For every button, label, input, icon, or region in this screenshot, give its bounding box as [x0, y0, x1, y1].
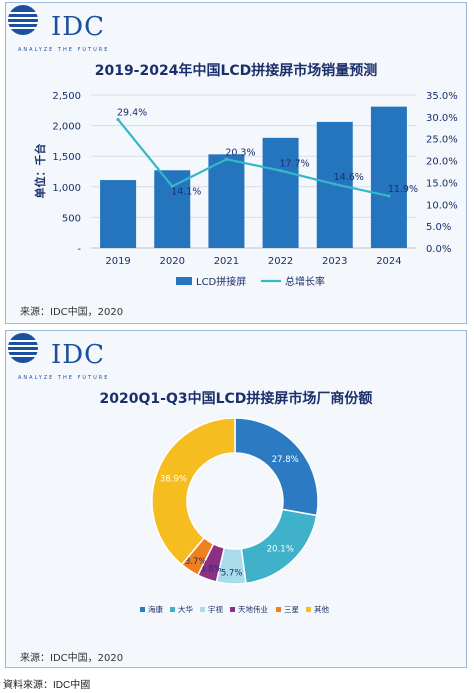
growth-rate-line: [117, 118, 390, 198]
legend-swatch: [170, 607, 175, 612]
bar: [154, 170, 191, 248]
sales-forecast-panel: IDC ANALYZE THE FUTURE 2019-2024年中国LCD拼接…: [5, 2, 467, 324]
data-label: 17.7%: [279, 159, 309, 170]
bar: [262, 137, 299, 248]
donut-slice: [234, 417, 319, 517]
legend-label: 其他: [314, 604, 329, 614]
growth-rate-point: [116, 117, 120, 122]
slice-label: 3.8%: [200, 564, 222, 574]
legend-swatch-bar: [176, 277, 192, 285]
y-left-tick-label: -: [77, 244, 81, 255]
logo-text: IDC: [51, 340, 106, 370]
slice-label: 38.9%: [160, 475, 187, 485]
bar: [100, 180, 137, 248]
data-label: 14.6%: [334, 172, 364, 183]
y-right-tick-label: 35.0%: [426, 91, 458, 102]
growth-rate-point: [224, 157, 229, 161]
legend-label: LCD拼接屏: [196, 275, 246, 288]
donut-chart: 2020Q1-Q3中国LCD拼接屏市场厂商份额 27.8% 20.1% 5.7%3.8…: [100, 390, 373, 614]
growth-rate-point: [278, 169, 283, 173]
donut-slice: [151, 417, 236, 566]
y-right-tick-label: 25.0%: [426, 135, 458, 146]
legend-label: 宇视: [208, 604, 223, 614]
slice-label: 27.8%: [272, 455, 299, 465]
y-left-tick-label: 2,500: [52, 91, 81, 102]
slice-label: 5.7%: [221, 568, 243, 578]
combo-chart: 2019-2024年中国LCD拼接屏市场销量预测 - 500 1,000 1,500 2,…: [33, 62, 458, 288]
growth-rate-point: [170, 184, 174, 188]
chart-title: 2019-2024年中国LCD拼接屏市场销量预测: [95, 62, 378, 79]
legend-label: 总增长率: [285, 275, 325, 288]
legend-swatch: [200, 607, 205, 612]
x-tick-label: 2022: [268, 256, 293, 267]
footer-source: 資料來源：IDC中國: [3, 680, 91, 691]
legend-label: 大华: [178, 604, 193, 614]
chart1-source: 来源：IDC中国，2020: [20, 307, 124, 318]
growth-rate-point: [387, 194, 391, 198]
vendor-share-panel: IDC ANALYZE THE FUTURE 2020Q1-Q3中国LCD拼接屏…: [5, 330, 467, 668]
legend-swatch: [276, 607, 281, 612]
legend-label: 海康: [148, 604, 163, 614]
y-right-tick-label: 20.0%: [426, 157, 458, 168]
chart2-source: 来源：IDC中国，2020: [20, 653, 124, 664]
data-label: 14.1%: [171, 186, 201, 197]
x-tick-label: 2023: [322, 256, 347, 267]
data-label: 20.3%: [225, 147, 255, 158]
idc-globe-icon: [8, 333, 38, 363]
legend-swatch: [140, 607, 145, 612]
y-left-tick-label: 500: [62, 213, 81, 224]
y-right-tick-label: 15.0%: [426, 178, 458, 189]
legend-swatch: [230, 607, 235, 612]
growth-rate-point: [333, 182, 337, 186]
x-tick-label: 2019: [105, 256, 130, 267]
y-left-tick-label: 1,000: [52, 183, 81, 194]
logo-tagline: ANALYZE THE FUTURE: [18, 375, 110, 381]
data-label: 11.9%: [388, 184, 418, 195]
y-right-tick-label: 0.0%: [426, 244, 451, 255]
y-right-tick-label: 10.0%: [426, 200, 458, 211]
slice-label: 20.1%: [267, 544, 294, 554]
y-right-tick-label: 5.0%: [426, 222, 451, 233]
data-label: 29.4%: [117, 107, 147, 118]
idc-globe-icon: [8, 5, 38, 35]
logo-text: IDC: [51, 12, 106, 42]
y-axis-label: 单位：千台: [33, 144, 47, 199]
bar: [370, 106, 407, 249]
y-left-tick-label: 1,500: [52, 152, 81, 163]
y-left-tick-label: 2,000: [52, 122, 81, 133]
x-tick-label: 2024: [376, 256, 401, 267]
legend-label: 天地伟业: [238, 604, 268, 614]
y-right-tick-label: 30.0%: [426, 113, 458, 124]
x-tick-label: 2020: [160, 256, 185, 267]
bar: [208, 154, 245, 248]
slice-label: 3.7%: [185, 557, 207, 567]
chart-title: 2020Q1-Q3中国LCD拼接屏市场厂商份额: [100, 390, 373, 407]
x-tick-label: 2021: [214, 256, 239, 267]
legend-swatch: [306, 607, 311, 612]
logo-tagline: ANALYZE THE FUTURE: [18, 47, 110, 53]
legend-label: 三星: [284, 605, 299, 614]
